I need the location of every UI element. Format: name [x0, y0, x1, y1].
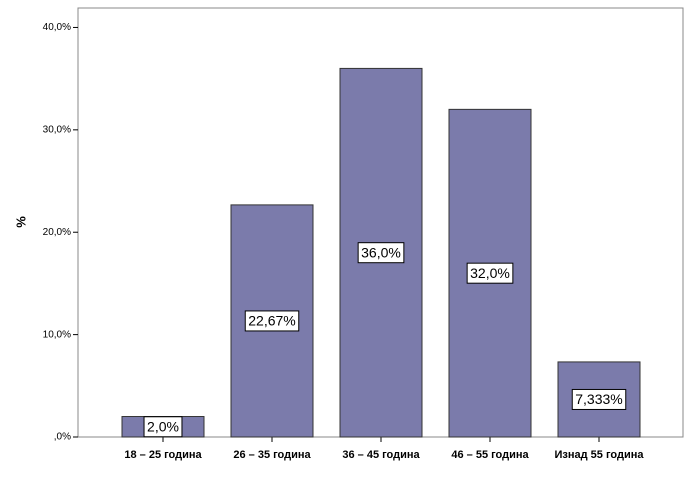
y-tick-label: 30,0%: [43, 124, 71, 135]
value-label-box: [143, 416, 183, 438]
value-label: 32,0%: [470, 265, 510, 281]
x-tick-label: 18 – 25 година: [124, 449, 202, 461]
y-tick-label: 10,0%: [43, 329, 71, 340]
value-label-box: [244, 310, 300, 332]
x-tick-label: 26 – 35 година: [233, 449, 311, 461]
y-tick-label: 40,0%: [43, 22, 71, 33]
value-label: 22,67%: [248, 313, 295, 329]
x-tick-label: 36 – 45 година: [342, 449, 420, 461]
value-label-box: [466, 262, 514, 284]
x-tick-label: Изнад 55 година: [555, 449, 645, 461]
value-label: 2,0%: [147, 418, 179, 434]
y-tick-label: ,0%: [54, 432, 71, 443]
value-label-box: [571, 388, 627, 410]
y-tick-label: 20,0%: [43, 227, 71, 238]
y-axis-label: %: [13, 216, 28, 228]
value-label-box: [357, 242, 405, 264]
value-label: 36,0%: [361, 244, 401, 260]
x-tick-label: 46 – 55 година: [451, 449, 529, 461]
value-label: 7,333%: [575, 391, 622, 407]
